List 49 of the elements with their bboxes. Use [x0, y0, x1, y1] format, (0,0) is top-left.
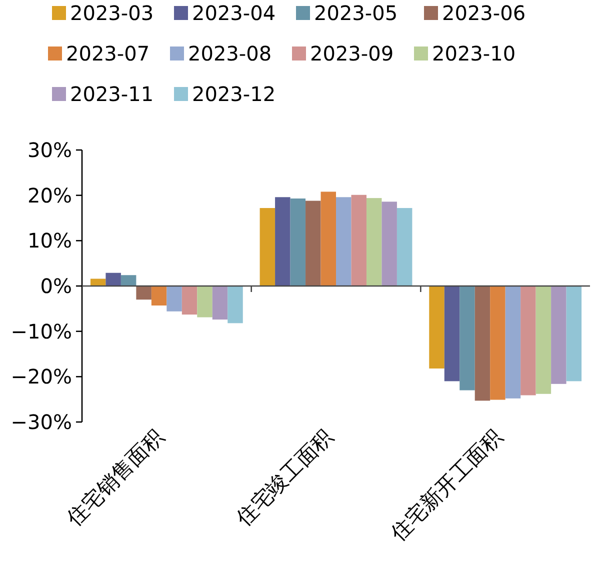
y-tick-label: 10%	[28, 228, 72, 253]
bar	[197, 286, 212, 318]
legend-label: 2023-12	[192, 82, 276, 106]
bar	[166, 286, 182, 312]
bar	[320, 192, 336, 286]
bar	[260, 208, 276, 286]
bar	[182, 286, 198, 315]
bar	[551, 286, 566, 384]
legend-label: 2023-08	[188, 42, 272, 66]
legend-label: 2023-05	[314, 1, 398, 25]
bar	[275, 197, 290, 286]
legend-label: 2023-09	[310, 42, 394, 66]
legend-label: 2023-06	[442, 1, 526, 25]
bar	[136, 286, 152, 300]
legend-label: 2023-11	[70, 82, 154, 106]
bar	[505, 286, 521, 398]
bar	[444, 286, 460, 382]
bar	[228, 286, 243, 324]
bar	[151, 286, 167, 306]
y-tick-label: 20%	[28, 183, 72, 208]
x-tick-label: 住宅竣工面积	[230, 424, 338, 532]
legend-label: 2023-04	[192, 1, 276, 25]
bar	[460, 286, 475, 390]
bar	[212, 286, 228, 320]
y-tick-label: −20%	[10, 364, 72, 389]
y-tick-label: 30%	[28, 138, 72, 162]
bar	[90, 278, 106, 286]
bar	[106, 272, 121, 286]
bar	[306, 200, 321, 286]
bar	[566, 286, 582, 382]
y-tick-label: −30%	[10, 410, 72, 434]
bar	[536, 286, 552, 394]
bar	[490, 286, 506, 400]
bar	[351, 194, 366, 286]
y-tick-label: 0%	[40, 274, 72, 298]
y-tick-label: −10%	[10, 319, 72, 344]
legend-label: 2023-07	[66, 42, 150, 66]
bar	[520, 286, 536, 396]
bar	[474, 286, 490, 401]
bar	[429, 286, 444, 369]
bar	[120, 275, 136, 286]
bar	[396, 208, 412, 286]
bar	[290, 198, 306, 286]
x-tick-label: 住宅新开工面积	[385, 424, 507, 546]
bar	[382, 202, 397, 286]
bar	[366, 198, 382, 286]
bar	[336, 197, 352, 286]
legend-label: 2023-03	[70, 1, 154, 25]
legend-label: 2023-10	[432, 42, 516, 66]
